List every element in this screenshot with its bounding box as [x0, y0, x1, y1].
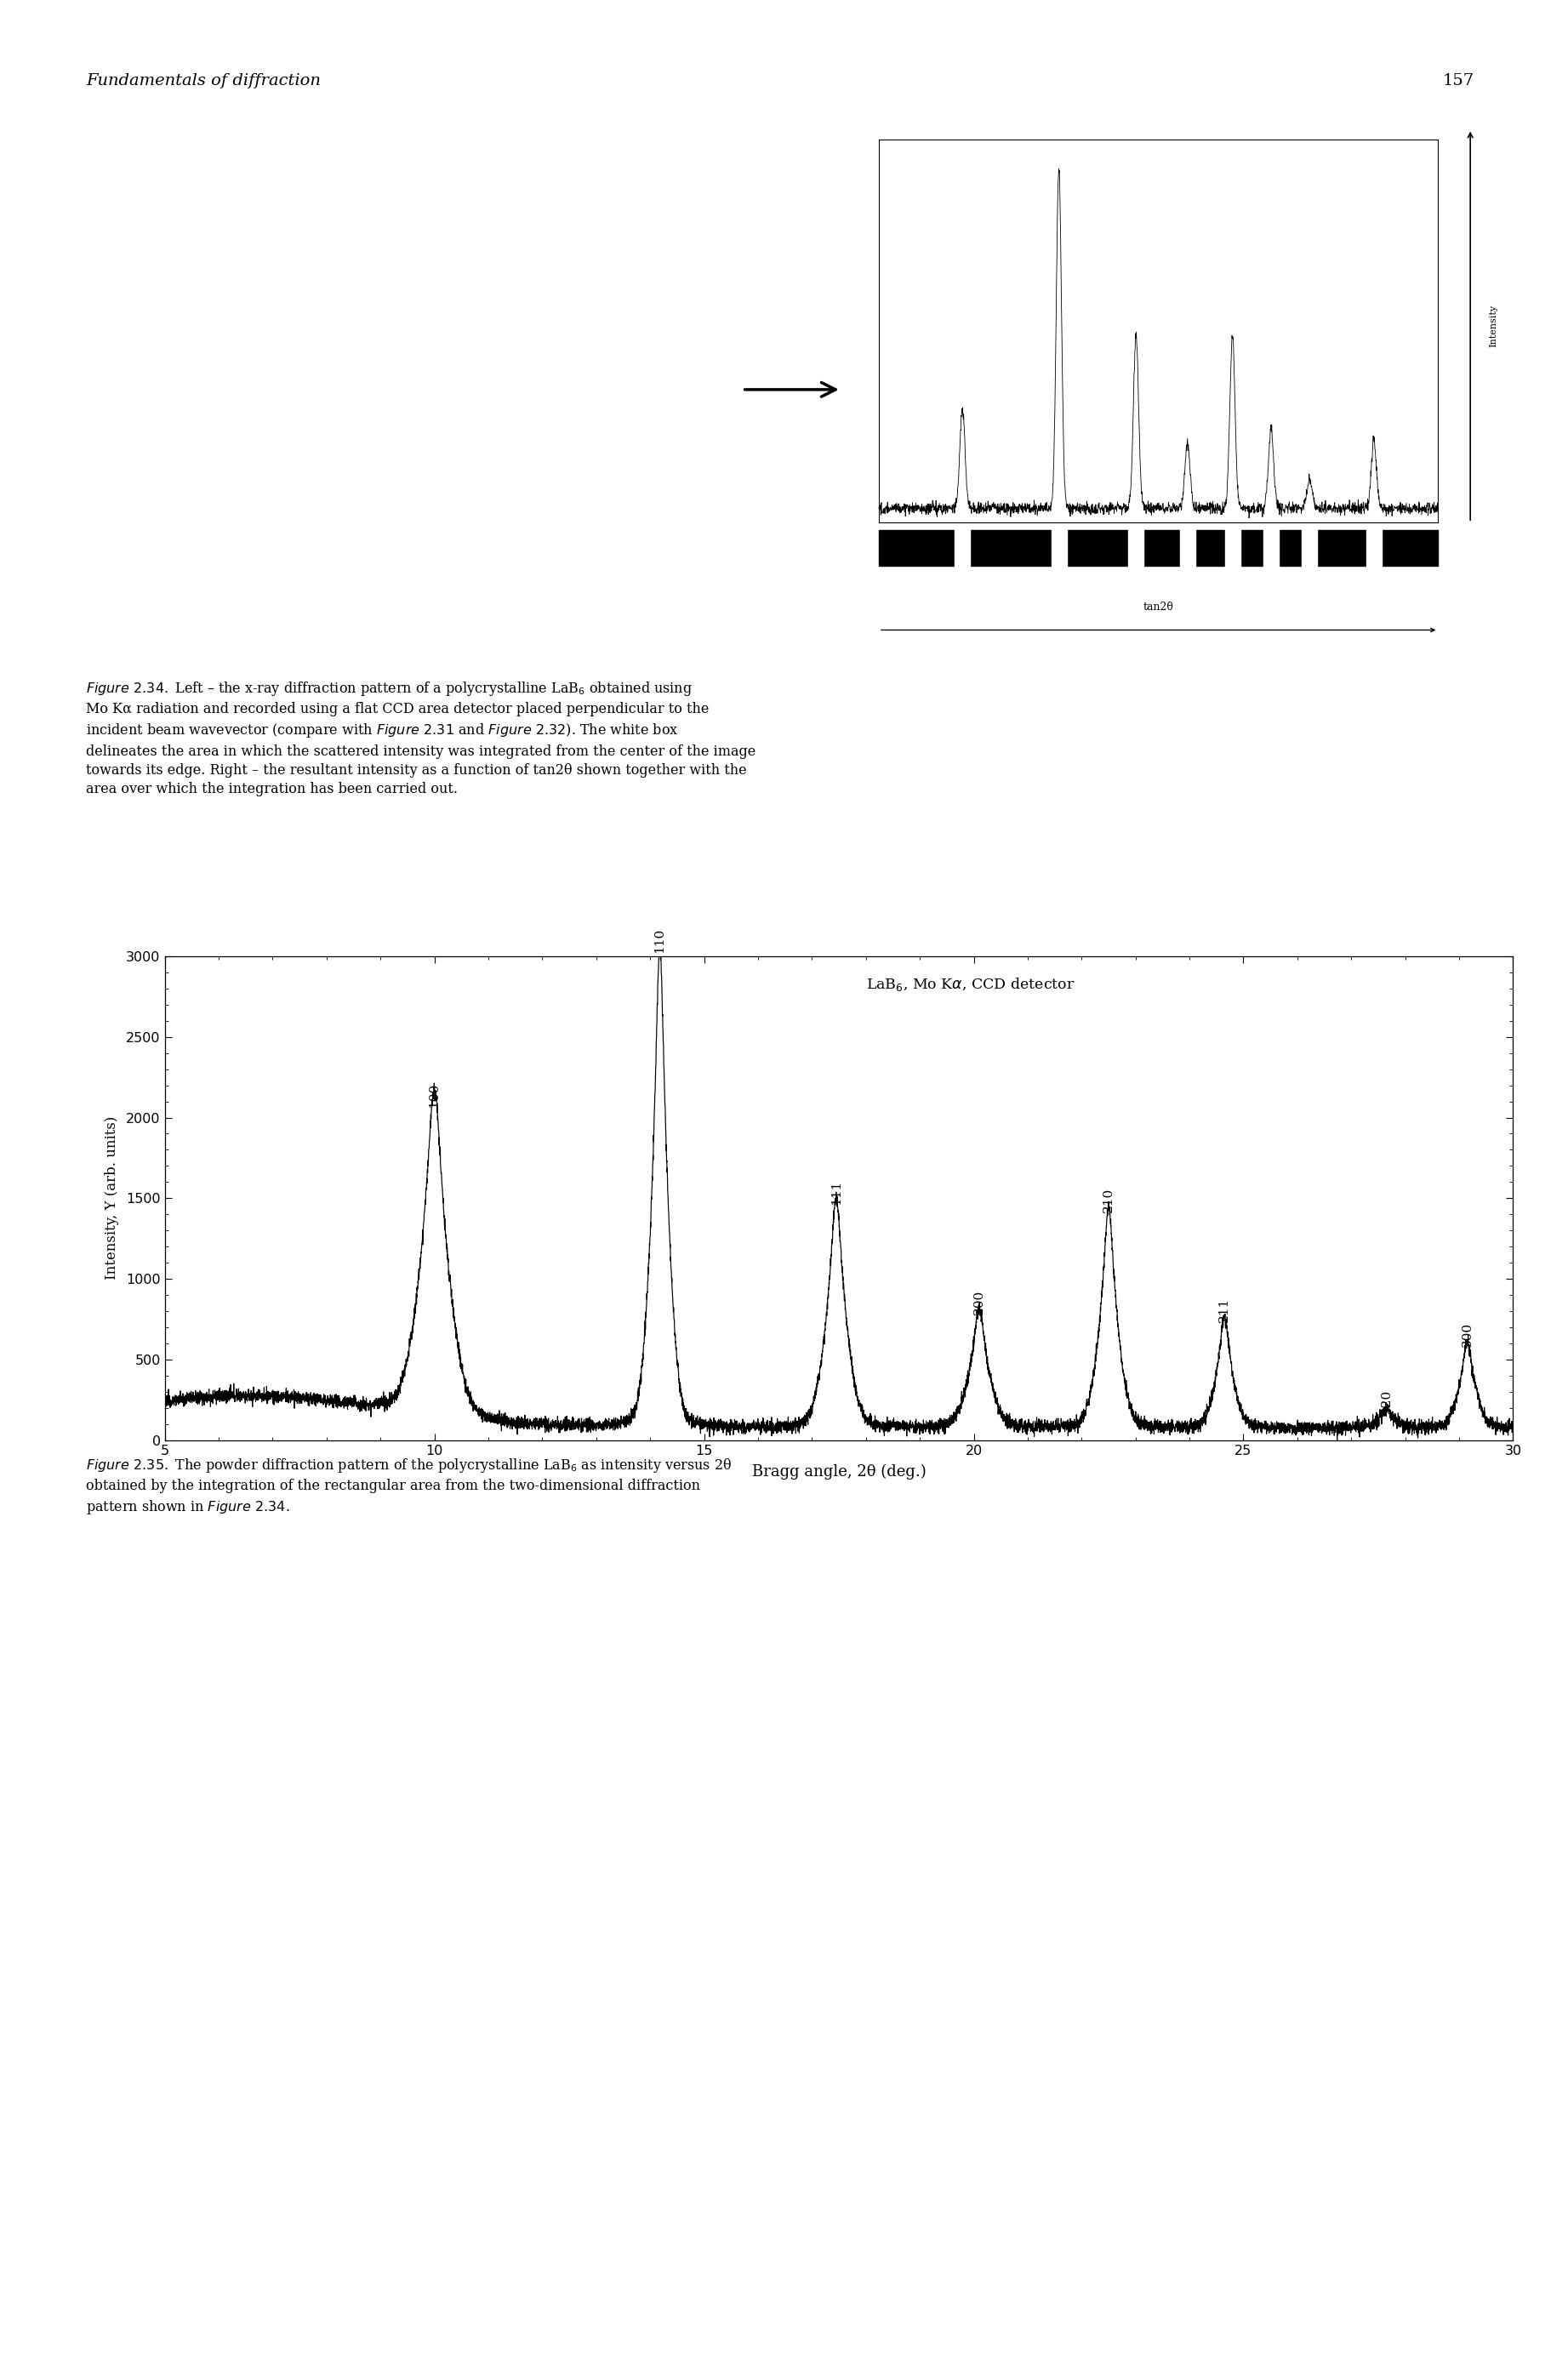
Y-axis label: Intensity, Y (arb. units): Intensity, Y (arb. units): [105, 1117, 119, 1280]
Text: 210: 210: [1102, 1188, 1115, 1214]
Text: tan2θ: tan2θ: [1143, 602, 1174, 611]
Text: 100: 100: [428, 1084, 441, 1107]
Text: 157: 157: [1443, 73, 1474, 87]
Text: 200: 200: [974, 1289, 985, 1315]
Text: Fundamentals of diffraction: Fundamentals of diffraction: [86, 73, 321, 87]
Text: $\it{Figure\ 2.35.}$ The powder diffraction pattern of the polycrystalline LaB$_: $\it{Figure\ 2.35.}$ The powder diffract…: [86, 1457, 732, 1516]
Text: $\it{Figure\ 2.34.}$ Left – the x-ray diffraction pattern of a polycrystalline L: $\it{Figure\ 2.34.}$ Left – the x-ray di…: [86, 680, 756, 796]
Bar: [138, 205, 408, 564]
Text: 110: 110: [654, 928, 666, 954]
Text: 300: 300: [1461, 1322, 1474, 1346]
Text: LaB$_6$, Mo K$\alpha$, CCD detector: LaB$_6$, Mo K$\alpha$, CCD detector: [866, 975, 1074, 992]
X-axis label: Bragg angle, 2θ (deg.): Bragg angle, 2θ (deg.): [751, 1464, 927, 1480]
Text: 220: 220: [1380, 1391, 1392, 1414]
Text: 111: 111: [829, 1180, 842, 1204]
Text: 211: 211: [1218, 1299, 1231, 1322]
Text: Intensity: Intensity: [1490, 305, 1497, 347]
